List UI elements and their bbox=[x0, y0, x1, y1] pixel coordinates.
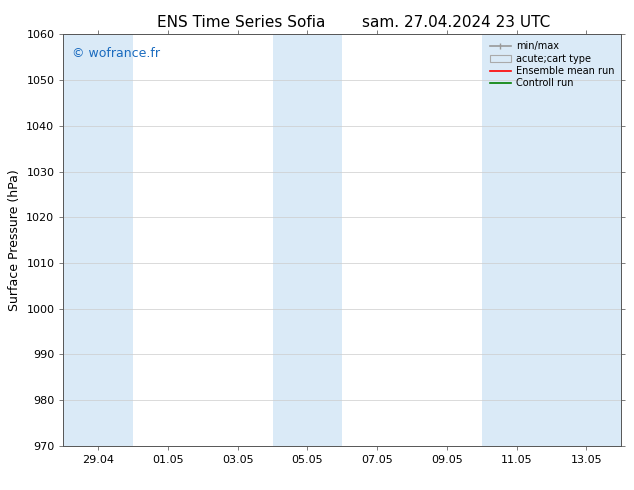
Y-axis label: Surface Pressure (hPa): Surface Pressure (hPa) bbox=[8, 169, 21, 311]
Bar bbox=[482, 34, 621, 446]
Bar bbox=[273, 34, 342, 446]
Bar bbox=[63, 34, 133, 446]
Text: ENS Time Series Sofia: ENS Time Series Sofia bbox=[157, 15, 325, 30]
Legend: min/max, acute;cart type, Ensemble mean run, Controll run: min/max, acute;cart type, Ensemble mean … bbox=[488, 39, 616, 90]
Text: sam. 27.04.2024 23 UTC: sam. 27.04.2024 23 UTC bbox=[363, 15, 550, 30]
Text: © wofrance.fr: © wofrance.fr bbox=[72, 47, 160, 60]
